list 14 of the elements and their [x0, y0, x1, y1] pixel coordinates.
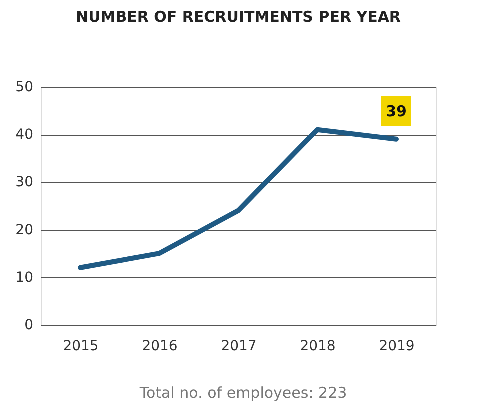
annotation: 39	[386, 102, 407, 120]
x-tick-label: 2015	[63, 338, 99, 354]
y-tick-label: 40	[16, 127, 34, 144]
chart-title: NUMBER OF RECRUITMENTS PER YEAR	[76, 8, 402, 26]
y-tick-label: 10	[16, 270, 34, 286]
x-tick-label: 2018	[300, 338, 336, 354]
x-tick-label: 2017	[221, 338, 257, 354]
x-tick-label: 2019	[379, 338, 415, 354]
y-tick-label: 0	[24, 318, 34, 334]
text: Total no. of employees: 223	[138, 384, 348, 402]
y-tick-label: 50	[16, 80, 34, 96]
y-tick-label: 20	[16, 222, 34, 238]
y-tick-label: 30	[16, 174, 34, 191]
x-tick-label: 2016	[142, 338, 178, 354]
